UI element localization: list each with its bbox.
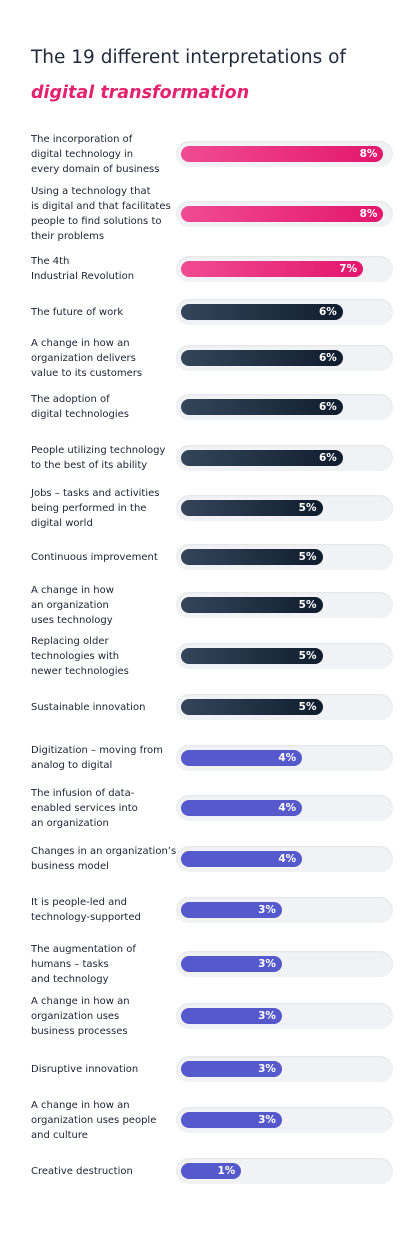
bar: 5% bbox=[181, 500, 323, 516]
category-label: The incorporation of digital technology … bbox=[31, 133, 160, 175]
bar-track: 4% bbox=[176, 846, 393, 872]
category-label: The augmentation of humans – tasks and t… bbox=[31, 943, 136, 985]
category-label: A change in how an organization uses peo… bbox=[31, 1099, 157, 1141]
bar-track: 4% bbox=[176, 745, 393, 771]
bar-track: 3% bbox=[176, 951, 393, 977]
bar: 5% bbox=[181, 648, 323, 664]
bar: 5% bbox=[181, 699, 323, 715]
bar-track: 8% bbox=[176, 201, 393, 227]
bar: 7% bbox=[181, 261, 364, 277]
bar-track: 5% bbox=[176, 643, 393, 669]
bar-track: 6% bbox=[176, 445, 393, 471]
value-label: 3% bbox=[258, 958, 276, 970]
bar-track: 3% bbox=[176, 1056, 393, 1082]
value-label: 8% bbox=[359, 208, 378, 220]
bar-track: 1% bbox=[176, 1158, 393, 1184]
value-label: 7% bbox=[339, 263, 358, 275]
value-label: 6% bbox=[318, 352, 337, 364]
value-label: 1% bbox=[217, 1165, 236, 1177]
category-label: The adoption of digital technologies bbox=[31, 394, 130, 420]
category-label: The infusion of data- enabled services i… bbox=[31, 787, 138, 829]
value-label: 3% bbox=[258, 1114, 276, 1126]
bar: 5% bbox=[181, 597, 323, 613]
value-label: 3% bbox=[258, 904, 276, 916]
bar: 6% bbox=[181, 304, 343, 320]
value-label: 5% bbox=[298, 650, 317, 662]
bar: 3% bbox=[181, 1112, 282, 1128]
bar: 4% bbox=[181, 851, 303, 867]
value-label: 4% bbox=[278, 752, 297, 764]
bar-track: 5% bbox=[176, 544, 393, 570]
value-label: 4% bbox=[278, 802, 297, 814]
category-label: Changes in an organization’s business mo… bbox=[31, 846, 177, 872]
value-label: 6% bbox=[318, 452, 337, 464]
bar: 3% bbox=[181, 902, 282, 918]
category-label: Using a technology that is digital and t… bbox=[31, 186, 171, 242]
bar: 3% bbox=[181, 1061, 282, 1077]
value-label: 6% bbox=[318, 401, 337, 413]
bar: 8% bbox=[181, 206, 384, 222]
value-label: 5% bbox=[298, 551, 317, 563]
bar-track: 3% bbox=[176, 1107, 393, 1133]
category-label: A change in how an organization uses bus… bbox=[31, 995, 130, 1037]
bar-track: 5% bbox=[176, 592, 393, 618]
value-label: 6% bbox=[318, 306, 337, 318]
category-label: Replacing older technologies with newer … bbox=[31, 635, 129, 677]
category-label: It is people-led and technology-supporte… bbox=[31, 897, 141, 923]
bar-track: 5% bbox=[176, 495, 393, 521]
chart-title-line1: The 19 different interpretations of bbox=[31, 47, 346, 68]
value-label: 5% bbox=[298, 502, 317, 514]
value-label: 8% bbox=[359, 148, 378, 160]
bar: 4% bbox=[181, 750, 303, 766]
category-label: The 4th Industrial Revolution bbox=[31, 256, 135, 282]
bar-track: 6% bbox=[176, 345, 393, 371]
bar: 5% bbox=[181, 549, 323, 565]
bar-track: 6% bbox=[176, 394, 393, 420]
bar: 6% bbox=[181, 350, 343, 366]
bar-track: 7% bbox=[176, 256, 393, 282]
category-label: Creative destruction bbox=[31, 1165, 133, 1177]
value-label: 5% bbox=[298, 701, 317, 713]
bar: 6% bbox=[181, 450, 343, 466]
bar-track: 5% bbox=[176, 694, 393, 720]
value-label: 4% bbox=[278, 853, 297, 865]
category-label: A change in how an organization delivers… bbox=[31, 337, 143, 379]
value-label: 5% bbox=[298, 599, 317, 611]
chart-title-line2: digital transformation bbox=[31, 83, 250, 103]
value-label: 3% bbox=[258, 1010, 276, 1022]
bar-track: 3% bbox=[176, 1003, 393, 1029]
bar-track: 3% bbox=[176, 897, 393, 923]
category-label: Disruptive innovation bbox=[31, 1063, 139, 1075]
bar-track: 8% bbox=[176, 141, 393, 167]
bar-track: 6% bbox=[176, 299, 393, 325]
bar: 3% bbox=[181, 956, 282, 972]
bar: 6% bbox=[181, 399, 343, 415]
bar: 3% bbox=[181, 1008, 282, 1024]
value-label: 3% bbox=[258, 1063, 276, 1075]
category-label: Sustainable innovation bbox=[31, 701, 146, 713]
bar-track: 4% bbox=[176, 795, 393, 821]
category-label: Digitization – moving from analog to dig… bbox=[31, 745, 163, 771]
category-label: Jobs – tasks and activities being perfor… bbox=[31, 487, 160, 529]
category-label: Continuous improvement bbox=[31, 551, 158, 563]
bar: 8% bbox=[181, 146, 384, 162]
bar: 1% bbox=[181, 1163, 242, 1179]
category-label: A change in how an organization uses tec… bbox=[31, 584, 114, 626]
bar: 4% bbox=[181, 800, 303, 816]
category-label: People utilizing technology to the best … bbox=[31, 445, 166, 471]
category-label: The future of work bbox=[31, 306, 124, 318]
